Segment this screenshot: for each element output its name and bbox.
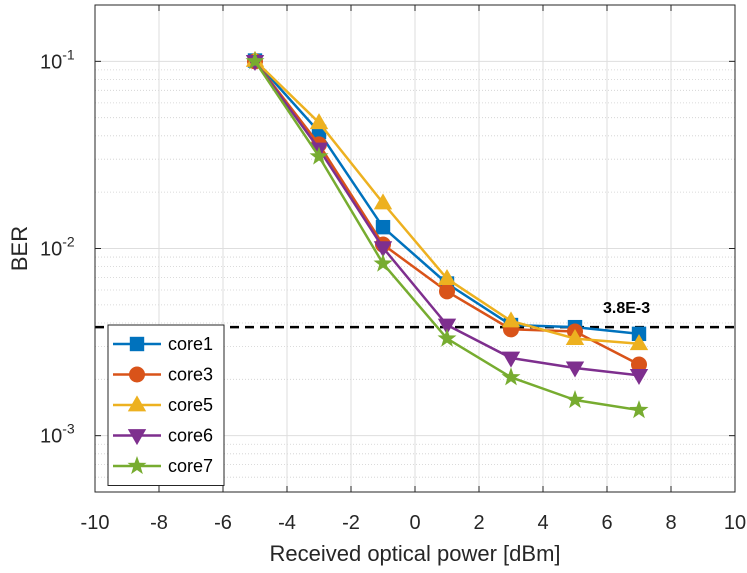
legend-label: core7 — [168, 456, 213, 476]
x-tick-label: -2 — [342, 512, 360, 534]
data-point-core5 — [373, 193, 393, 210]
data-point-core7 — [245, 51, 265, 70]
x-tick-label: -10 — [81, 512, 110, 534]
x-axis-ticks: -10 -8 -6 -4 -2 0 2 4 6 8 10 — [81, 5, 746, 534]
y-tick-base: 10 — [40, 426, 62, 448]
x-tick-label: -4 — [278, 512, 296, 534]
series-core7 — [245, 51, 649, 419]
data-point-core6 — [501, 351, 521, 368]
y-tick-exponent: -2 — [62, 234, 75, 250]
data-point-core5 — [629, 334, 649, 351]
legend-marker — [127, 395, 147, 412]
major-grid — [95, 5, 735, 492]
legend-entry-core5: core5 — [113, 395, 213, 415]
legend: core1 core3 core5 core6 core7 — [107, 324, 225, 486]
data-point-core3 — [631, 356, 647, 373]
data-point-core7 — [437, 328, 457, 347]
x-tick-label: 2 — [473, 512, 484, 534]
data-point-core6 — [373, 241, 393, 258]
data-point-core5 — [565, 329, 585, 346]
data-point-core7 — [501, 367, 521, 386]
y-tick-label: 10-1 — [40, 46, 75, 73]
y-tick-label: 10-3 — [40, 421, 75, 448]
y-tick-exponent: -1 — [62, 46, 75, 62]
data-point-core5 — [501, 311, 521, 328]
x-tick-label: -8 — [150, 512, 168, 534]
y-tick-exponent: -3 — [62, 421, 75, 437]
legend-entry-core3: core3 — [113, 365, 213, 385]
x-tick-label: -6 — [214, 512, 232, 534]
y-tick-label: 10-2 — [40, 234, 75, 261]
legend-label: core3 — [168, 365, 213, 385]
legend-marker — [127, 456, 147, 475]
data-point-core6 — [565, 361, 585, 378]
y-tick-base: 10 — [40, 239, 62, 261]
x-tick-label: 0 — [409, 512, 420, 534]
series-layer — [245, 50, 649, 419]
legend-entry-core7: core7 — [113, 456, 213, 476]
x-tick-label: 4 — [537, 512, 548, 534]
x-tick-label: 8 — [665, 512, 676, 534]
legend-entry-core1: core1 — [113, 334, 213, 354]
data-point-core3 — [439, 283, 455, 300]
data-point-core1 — [631, 326, 647, 342]
legend-label: core6 — [168, 426, 213, 446]
data-point-core6 — [629, 368, 649, 385]
legend-label: core5 — [168, 395, 213, 415]
threshold-label: 3.8E-3 — [603, 300, 650, 317]
data-point-core5 — [309, 113, 329, 130]
data-point-core1 — [375, 219, 391, 235]
data-point-core7 — [373, 253, 393, 272]
y-axis-label: BER — [7, 226, 32, 271]
legend-marker — [129, 336, 145, 352]
legend-entry-core6: core6 — [113, 426, 213, 446]
data-point-core5 — [437, 269, 457, 286]
legend-marker — [129, 366, 145, 383]
y-tick-base: 10 — [40, 51, 62, 73]
y-axis-ticks: 10-310-210-1 — [40, 46, 735, 448]
data-point-core6 — [437, 318, 457, 335]
data-point-core7 — [309, 146, 329, 165]
legend-marker — [127, 429, 147, 446]
legend-label: core1 — [168, 334, 213, 354]
data-point-core7 — [629, 400, 649, 419]
x-tick-label: 10 — [724, 512, 746, 534]
x-tick-label: 6 — [601, 512, 612, 534]
data-point-core7 — [565, 390, 585, 409]
x-axis-label: Received optical power [dBm] — [269, 541, 560, 566]
